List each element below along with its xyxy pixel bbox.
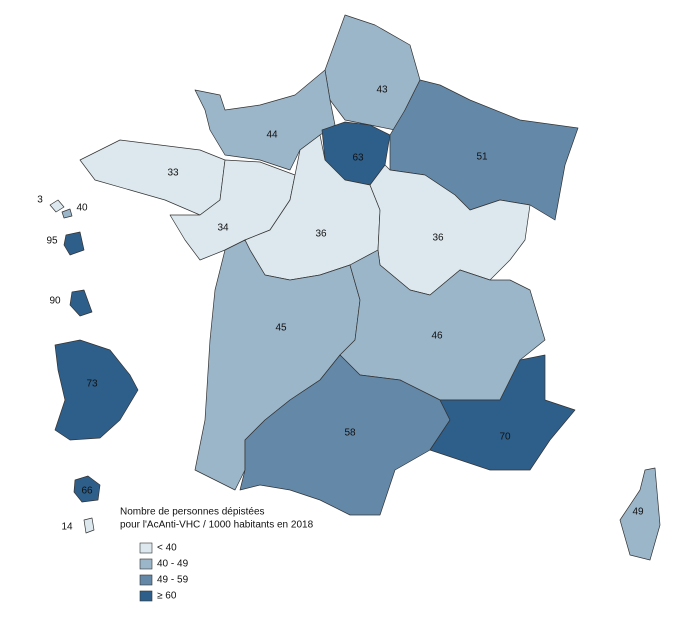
region-value: 49	[632, 507, 644, 518]
region-value: 14	[61, 522, 73, 533]
region-value: 63	[352, 153, 364, 164]
region-value: 51	[476, 152, 488, 163]
region	[69, 289, 93, 317]
legend-title: Nombre de personnes dépistées	[120, 507, 265, 518]
legend-title: pour l'AcAnti-VHC / 1000 habitants en 20…	[120, 520, 314, 531]
region-value: 3	[37, 195, 43, 206]
legend-swatch	[139, 558, 153, 570]
legend-label: < 40	[157, 543, 177, 554]
region-value: 73	[86, 379, 98, 390]
region-value: 46	[431, 331, 443, 342]
region	[73, 475, 101, 503]
region-value: 95	[46, 236, 58, 247]
region	[619, 467, 661, 561]
region-value: 33	[167, 168, 179, 179]
region-value: 70	[499, 432, 511, 443]
legend-label: 40 - 49	[157, 559, 189, 570]
region-value: 43	[376, 85, 388, 96]
region-value: 40	[76, 203, 88, 214]
region	[49, 199, 65, 213]
region	[429, 354, 576, 471]
region-value: 58	[344, 428, 356, 439]
region	[61, 208, 73, 219]
region	[54, 339, 139, 441]
region-value: 66	[81, 486, 93, 497]
legend-swatch	[139, 590, 153, 602]
region-value: 45	[275, 323, 287, 334]
region	[83, 517, 95, 534]
region-value: 90	[49, 296, 61, 307]
region-value: 34	[217, 223, 229, 234]
legend-swatch	[139, 542, 153, 554]
legend-swatch	[139, 574, 153, 586]
legend-label: 49 - 59	[157, 575, 189, 586]
region	[79, 139, 226, 216]
region-value: 44	[266, 130, 278, 141]
region	[63, 231, 85, 256]
region-value: 36	[432, 233, 444, 244]
region-value: 36	[315, 229, 327, 240]
legend-label: ≥ 60	[157, 591, 177, 602]
